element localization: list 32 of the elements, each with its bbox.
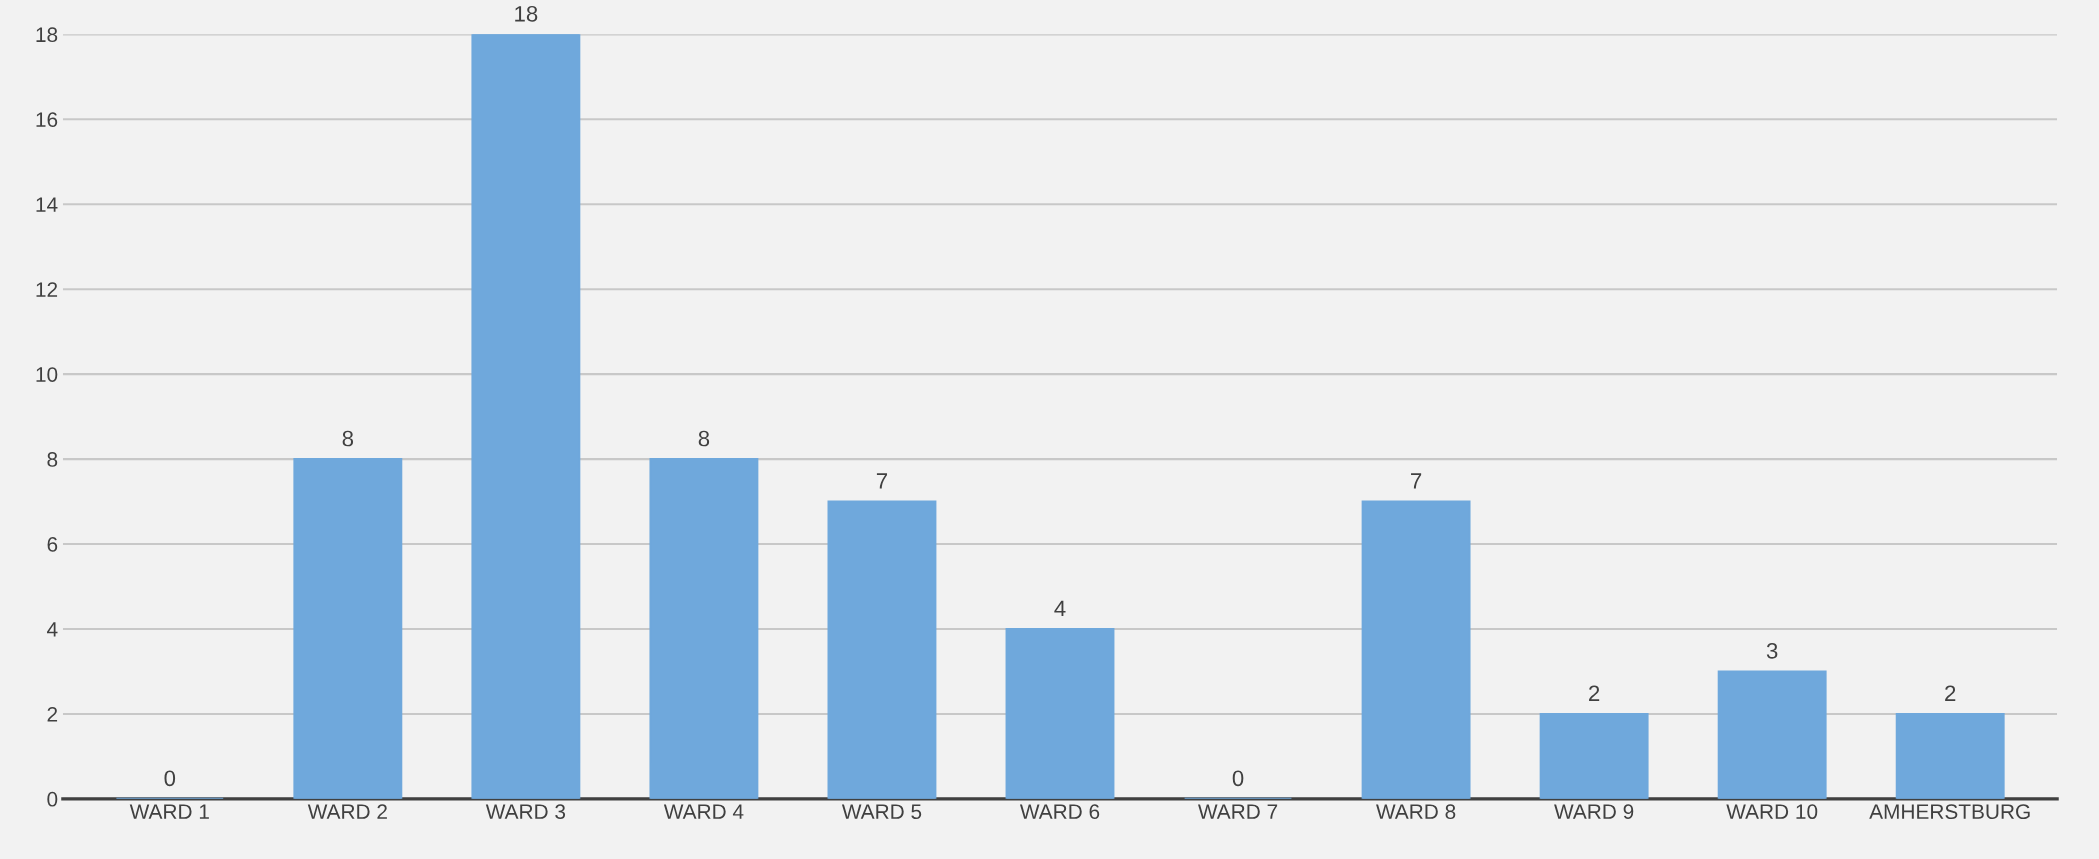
data-label: 0 — [1232, 770, 1244, 787]
y-tick-label: 2 — [47, 706, 58, 722]
x-tick-label: WARD 2 — [307, 804, 387, 819]
x-tick-label: WARD 5 — [841, 804, 922, 820]
data-label: 2 — [1945, 685, 1956, 701]
data-label: 18 — [515, 5, 538, 22]
data-label: 2 — [1589, 685, 1600, 701]
y-tick-label: 8 — [47, 452, 58, 467]
x-tick-label: WARD 7 — [1198, 804, 1278, 819]
y-tick-label: 6 — [47, 537, 58, 552]
data-label: 8 — [342, 430, 354, 447]
y-tick-label: 12 — [36, 282, 58, 297]
x-tick-label: WARD 3 — [485, 804, 566, 820]
y-tick-label: 18 — [36, 27, 58, 43]
x-tick-label: WARD 9 — [1554, 804, 1634, 820]
x-tick-label: WARD 4 — [663, 804, 744, 819]
y-tick-label: 14 — [36, 197, 58, 212]
x-tick-label: WARD 1 — [129, 804, 209, 819]
data-label: 3 — [1766, 642, 1778, 659]
y-tick-label: 16 — [36, 112, 58, 128]
x-tick-label: AMHERSTBURG — [1869, 804, 2030, 820]
data-label: 4 — [1054, 600, 1066, 617]
data-label: 7 — [876, 473, 888, 489]
x-tick-label: WARD 10 — [1726, 804, 1818, 820]
data-label: 0 — [164, 770, 176, 787]
x-tick-label: WARD 8 — [1376, 804, 1456, 820]
x-tick-label: WARD 6 — [1019, 804, 1100, 820]
data-label: 8 — [698, 430, 710, 447]
data-label: 7 — [1411, 473, 1422, 489]
y-tick-label: 4 — [47, 622, 58, 637]
y-tick-label: 0 — [47, 791, 58, 807]
y-tick-label: 10 — [36, 367, 58, 382]
